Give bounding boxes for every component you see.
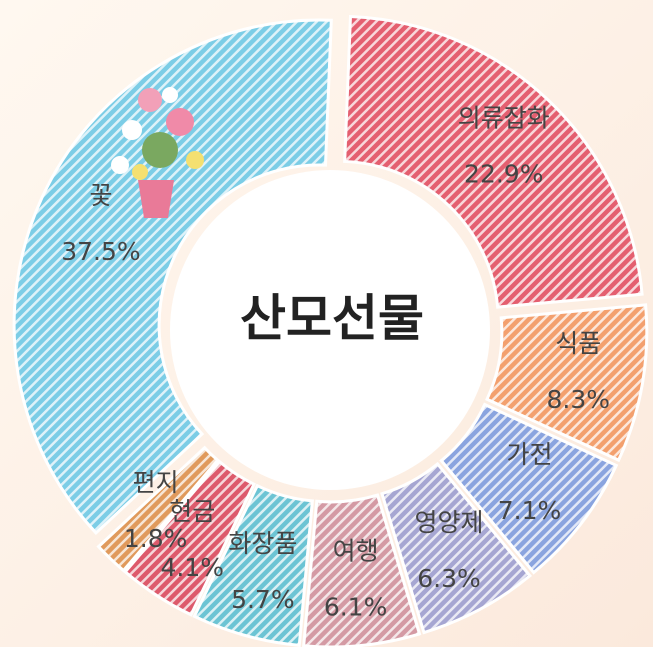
donut-slice: [302, 493, 422, 647]
slice-label: 식품: [555, 329, 601, 358]
chart-title: 산모선물: [240, 290, 424, 348]
donut-slice: [96, 445, 220, 573]
flower-decoration: [111, 87, 204, 218]
value-label: 5.7%: [231, 585, 295, 614]
slice-label: 편지: [133, 468, 179, 497]
donut-slice: [343, 14, 644, 309]
slice-label: 영양제: [415, 508, 484, 537]
slice-label: 가전: [507, 440, 553, 469]
slice-label: 의류잡화: [458, 103, 550, 132]
slice-label: 꽃: [89, 181, 112, 210]
donut-slice: [439, 402, 619, 575]
donut-slice: [192, 483, 314, 647]
donut-hole: [170, 170, 490, 490]
slice-label: 화장품: [228, 529, 297, 558]
value-label: 6.3%: [417, 564, 481, 593]
slice-label: 현금: [169, 497, 215, 526]
donut-slice: [123, 459, 256, 617]
donut-slice: [12, 18, 333, 536]
donut-slice: [380, 461, 532, 635]
value-label: 8.3%: [547, 385, 611, 414]
value-label: 1.8%: [124, 524, 188, 553]
value-label: 7.1%: [498, 496, 562, 525]
value-label: 6.1%: [324, 593, 388, 622]
value-label: 22.9%: [464, 159, 543, 188]
value-label: 4.1%: [161, 553, 225, 582]
slice-label: 여행: [333, 537, 379, 566]
donut-slice: [485, 303, 649, 463]
value-label: 37.5%: [61, 237, 140, 266]
